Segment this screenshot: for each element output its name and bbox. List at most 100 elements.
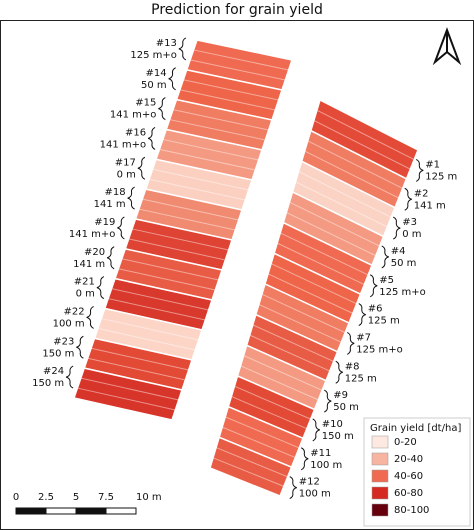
row-streak (240, 365, 319, 401)
plot-id: #11 (310, 448, 331, 459)
plot (73, 367, 183, 421)
brace (65, 365, 74, 389)
row-streak (77, 387, 176, 411)
row-streak (313, 119, 411, 170)
row-streak (304, 150, 400, 199)
brace (335, 360, 343, 384)
legend-swatch (371, 503, 389, 517)
plot-label: 141 m+o (100, 139, 147, 150)
plot-label: 0 m (402, 229, 421, 240)
plot-label: 50 m (391, 258, 417, 269)
row-streak (162, 138, 259, 161)
row-streak (149, 178, 246, 201)
plot-label: 141 m (414, 200, 446, 211)
legend-title: Grain yield [dt/ha] (370, 423, 461, 434)
map-title: Prediction for grain yield (151, 2, 323, 18)
plot-label: 125 m+o (379, 287, 426, 298)
row-streak (172, 109, 269, 131)
row-streak (169, 119, 266, 141)
plot-id: #8 (345, 361, 360, 372)
brace (358, 303, 366, 327)
scale-label: 2.5 (38, 492, 54, 503)
row-streak (97, 327, 196, 351)
legend-label: 40-60 (394, 471, 423, 482)
brace (137, 156, 146, 180)
brace (86, 305, 94, 329)
legend-swatch (371, 435, 389, 449)
plot-label: 50 m (333, 402, 359, 413)
legend-swatch (371, 452, 389, 466)
scale-label: 10 m (136, 492, 162, 503)
plot-id: #19 (94, 217, 115, 228)
scale-bar: 0 2.5 5 7.5 10 m (13, 492, 162, 515)
row-streak (270, 263, 357, 305)
brace (96, 276, 105, 300)
plot-id: #6 (368, 304, 383, 315)
brace (404, 187, 412, 211)
row-streak (111, 288, 209, 311)
row-streak (231, 395, 308, 430)
row-streak (280, 232, 369, 276)
legend-label: 60-80 (394, 488, 423, 499)
plot-label: 141 m+o (110, 110, 157, 121)
legend-swatch (371, 469, 389, 483)
row-streak (190, 59, 286, 81)
row-streak (234, 385, 311, 420)
row-streak (108, 298, 206, 321)
plot-label: 0 m (76, 289, 95, 300)
row-streak (215, 447, 288, 478)
row-streak (222, 426, 296, 459)
row-streak (295, 181, 388, 228)
plot-id: #17 (115, 157, 136, 168)
brace (158, 97, 166, 121)
scale-label: 7.5 (98, 492, 114, 503)
plot-id: #23 (53, 336, 74, 347)
plot-id: #2 (414, 188, 429, 199)
row-streak (298, 171, 392, 218)
row-streak (286, 211, 377, 257)
plot-id: #3 (402, 217, 417, 228)
row-streak (142, 198, 239, 221)
legend-swatch (371, 486, 389, 500)
plot-label: 0 m (117, 169, 136, 180)
plot-label: 125 m+o (356, 344, 403, 355)
plot-label: 50 m (141, 80, 167, 91)
row-streak (193, 49, 289, 71)
plot-id: #12 (299, 477, 320, 488)
plot-id: #7 (356, 332, 371, 343)
scale-segment (45, 507, 77, 515)
scale-label: 0 (13, 492, 19, 503)
north-arrow (432, 27, 462, 66)
row-streak (121, 258, 219, 281)
row-streak (179, 89, 276, 111)
row-streak (212, 457, 285, 487)
brace (381, 245, 389, 269)
row-streak (277, 242, 365, 286)
plot (209, 436, 293, 497)
brace (416, 158, 424, 182)
plot-id: #24 (43, 366, 64, 377)
plot-label: 100 m (310, 460, 342, 471)
row-streak (131, 228, 229, 251)
plot-id: #21 (74, 277, 95, 288)
scale-segment (105, 507, 137, 515)
plot-id: #4 (391, 246, 406, 257)
row-streak (243, 355, 323, 391)
plot-label: 150 m (322, 431, 354, 442)
plot-id: #15 (135, 98, 156, 109)
brace (178, 37, 187, 61)
row-streak (267, 273, 354, 314)
row-streak (289, 201, 380, 247)
brace (347, 331, 355, 355)
row-streak (249, 334, 331, 372)
plot-id: #18 (105, 187, 126, 198)
scale-label: 5 (73, 492, 79, 503)
brace (289, 476, 297, 500)
row-streak (261, 293, 346, 334)
row-streak (307, 140, 403, 189)
plot-id: #20 (84, 247, 105, 258)
row-streak (225, 416, 300, 449)
row-streak (87, 357, 186, 381)
plot-label: 100 m (53, 318, 85, 329)
